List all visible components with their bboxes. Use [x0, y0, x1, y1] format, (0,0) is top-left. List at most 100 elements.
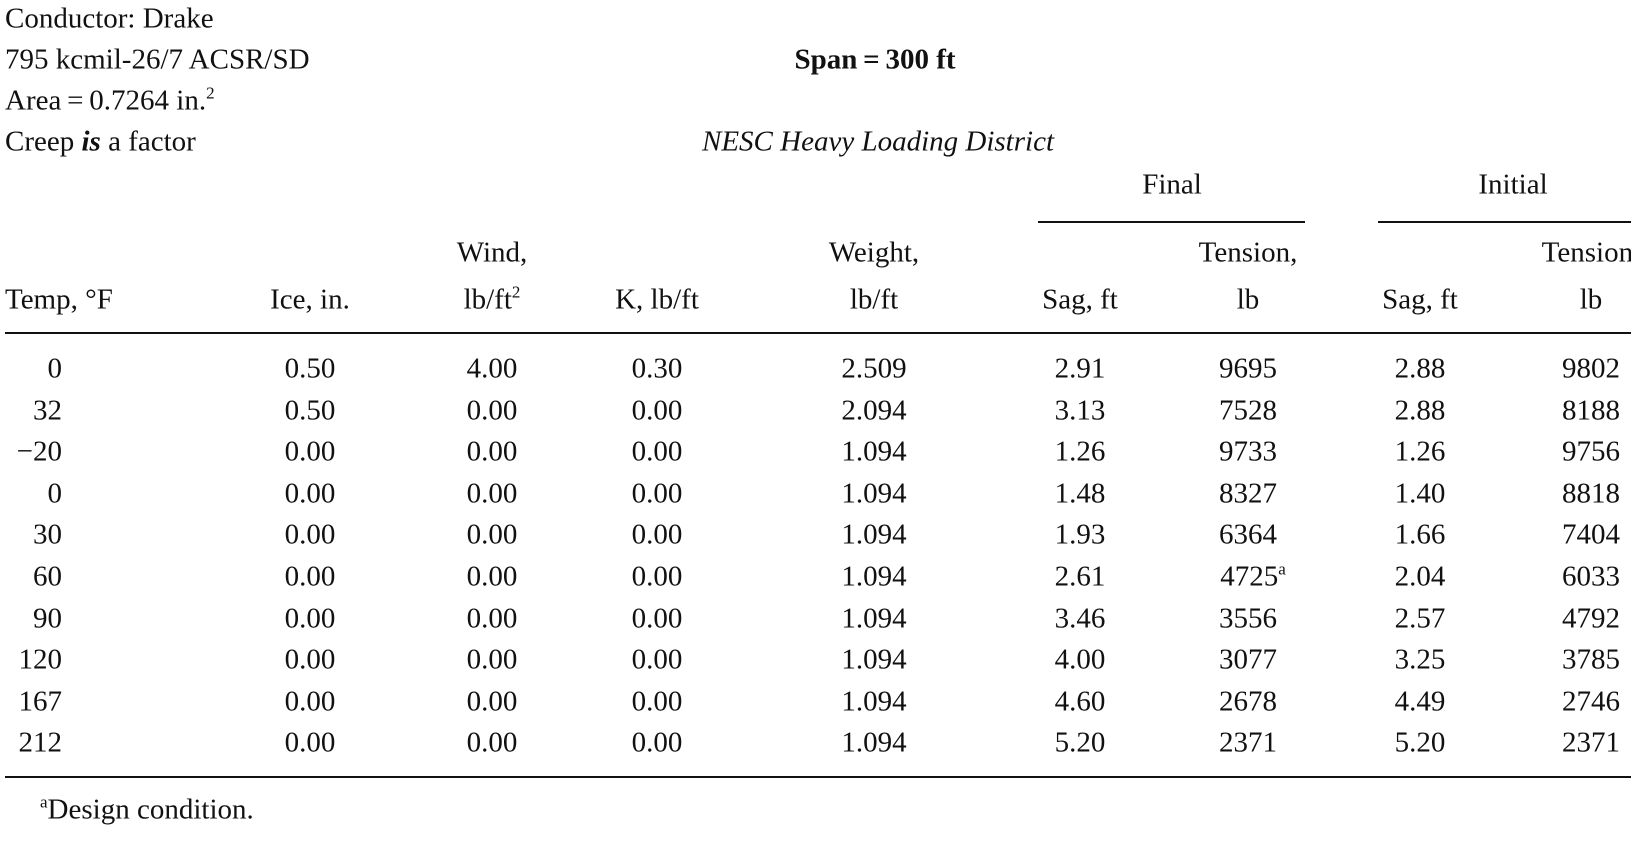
cell: 0.00 — [466, 726, 518, 759]
cell: 4.60 — [1054, 685, 1106, 718]
column-header: Sag, ft — [1382, 283, 1458, 316]
bottom-rule — [5, 776, 1631, 778]
cell: 7528 — [1219, 394, 1277, 427]
creep-before: Creep — [5, 125, 82, 158]
column-header: Temp, °F — [5, 283, 113, 316]
cell: 1.48 — [1054, 477, 1106, 510]
cell: 0.50 — [284, 394, 336, 427]
column-header: lb/ft2 — [463, 282, 521, 316]
cell: 120 — [18, 643, 63, 676]
cell: 2.57 — [1394, 602, 1446, 635]
cell: 0.00 — [631, 726, 683, 759]
cell-text: 4725 — [1220, 560, 1279, 593]
cell: 2.88 — [1394, 352, 1446, 385]
cell: 2371 — [1219, 726, 1277, 759]
cell: 0.00 — [631, 477, 683, 510]
cell: 4792 — [1562, 602, 1620, 635]
cell: 0.00 — [631, 685, 683, 718]
cell: 2.88 — [1394, 394, 1446, 427]
cell: 6364 — [1219, 518, 1277, 551]
cell: 7404 — [1562, 518, 1620, 551]
column-header-text: lb/ft — [463, 283, 512, 316]
cell: 167 — [18, 685, 63, 718]
cell: 4.00 — [466, 352, 518, 385]
cell: 1.26 — [1394, 435, 1446, 468]
cell: 3.13 — [1054, 394, 1106, 427]
cell: 8818 — [1562, 477, 1620, 510]
cell: 0.00 — [466, 560, 518, 593]
area-text: Area = 0.7264 in. — [5, 84, 207, 117]
cell: 1.40 — [1394, 477, 1446, 510]
cell: 0.00 — [466, 518, 518, 551]
cell: 60 — [33, 560, 62, 593]
cell: 1.66 — [1394, 518, 1446, 551]
cell: 0.00 — [466, 477, 518, 510]
cell: 5.20 — [1394, 726, 1446, 759]
column-header: lb — [1579, 283, 1603, 316]
cell: 3556 — [1219, 602, 1277, 635]
group-rule — [1038, 221, 1305, 223]
cell: 8188 — [1562, 394, 1620, 427]
creep-emphasis: is — [81, 125, 101, 158]
cell: 0.00 — [284, 518, 336, 551]
column-header: lb — [1236, 283, 1260, 316]
cell: 0.00 — [284, 560, 336, 593]
cell: 0.00 — [631, 602, 683, 635]
group-rule — [1378, 221, 1631, 223]
cell: 4.00 — [1054, 643, 1106, 676]
creep-after: a factor — [100, 125, 196, 158]
designation: 795 kcmil-26/7 ACSR/SD — [5, 43, 310, 76]
cell: 0.00 — [284, 685, 336, 718]
cell: 1.094 — [841, 726, 907, 759]
span: Span = 300 ft — [794, 43, 956, 76]
column-header: Sag, ft — [1042, 283, 1118, 316]
cell: 90 — [33, 602, 62, 635]
cell: 0.00 — [284, 435, 336, 468]
footnote-text: Design condition. — [47, 793, 254, 826]
cell: 2.094 — [841, 394, 907, 427]
area-sup: 2 — [206, 83, 215, 103]
cell: 0.00 — [466, 394, 518, 427]
column-header-sup: 2 — [511, 282, 521, 302]
column-header: K, lb/ft — [615, 283, 699, 316]
cell: 9733 — [1219, 435, 1277, 468]
cell: 0.00 — [631, 394, 683, 427]
group-header: Initial — [1478, 168, 1548, 201]
footnote: aDesign condition. — [40, 792, 254, 826]
cell: 0.00 — [631, 435, 683, 468]
column-header: Tension, — [1198, 236, 1298, 269]
cell: 9802 — [1562, 352, 1620, 385]
cell: 2.509 — [841, 352, 907, 385]
cell: 2.91 — [1054, 352, 1106, 385]
cell: 9695 — [1219, 352, 1277, 385]
column-header: Wind, — [456, 236, 528, 269]
cell: 0.50 — [284, 352, 336, 385]
cell: 8327 — [1219, 477, 1277, 510]
cell: 3.25 — [1394, 643, 1446, 676]
cell: 2746 — [1562, 685, 1620, 718]
cell: 0 — [47, 477, 63, 510]
cell: 1.094 — [841, 643, 907, 676]
group-header: Final — [1142, 168, 1202, 201]
cell: 2678 — [1219, 685, 1277, 718]
cell: 3.46 — [1054, 602, 1106, 635]
cell: 1.094 — [841, 685, 907, 718]
cell: 1.93 — [1054, 518, 1106, 551]
cell: 2.04 — [1394, 560, 1446, 593]
cell: 0.00 — [631, 643, 683, 676]
cell-note: a — [1278, 559, 1286, 579]
footnote-mark: a — [40, 792, 48, 812]
cell: 3077 — [1219, 643, 1277, 676]
cell: 32 — [33, 394, 62, 427]
cell: 212 — [18, 726, 63, 759]
cell: 1.094 — [841, 435, 907, 468]
cell: 4725a — [1220, 560, 1286, 593]
cell: 1.094 — [841, 560, 907, 593]
cell: 0.30 — [631, 352, 683, 385]
column-header: lb/ft — [849, 283, 899, 316]
column-header: Tension, — [1541, 236, 1631, 269]
cell: 1.26 — [1054, 435, 1106, 468]
cell: 9756 — [1562, 435, 1620, 468]
cell: 2.61 — [1054, 560, 1106, 593]
cell: 0.00 — [466, 685, 518, 718]
